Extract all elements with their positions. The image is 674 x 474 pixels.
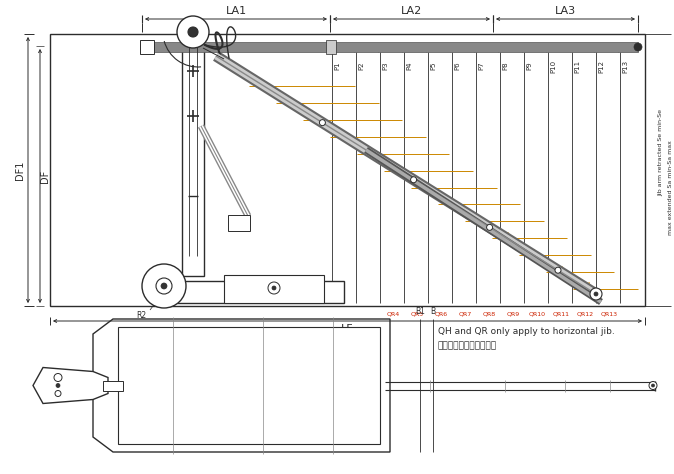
Text: QR11: QR11 (553, 312, 570, 317)
Bar (142, 42, 638, 52)
Bar (326, 40, 336, 54)
Text: LA1: LA1 (225, 6, 247, 16)
Text: 请看不同位置的起重量图: 请看不同位置的起重量图 (438, 341, 497, 350)
Polygon shape (33, 367, 108, 403)
Text: QR12: QR12 (576, 312, 594, 317)
Text: QR10: QR10 (528, 312, 545, 317)
Text: QH8: QH8 (440, 197, 453, 202)
Circle shape (594, 292, 598, 296)
Text: DF: DF (40, 169, 50, 182)
Bar (118, 327, 380, 444)
Text: P5: P5 (430, 62, 436, 70)
Text: QH2: QH2 (278, 96, 290, 101)
Circle shape (555, 267, 561, 273)
Text: QH6: QH6 (386, 164, 399, 169)
Bar (103, 381, 123, 391)
Text: P10: P10 (550, 59, 556, 73)
Text: QR8: QR8 (483, 312, 495, 317)
Circle shape (55, 391, 61, 396)
Text: Jib arm retracted Se min-Se: Jib arm retracted Se min-Se (658, 109, 663, 195)
Text: P2: P2 (358, 62, 364, 70)
Text: QH12: QH12 (548, 265, 565, 270)
Text: LF: LF (341, 324, 354, 334)
Bar (224, 275, 324, 303)
Circle shape (56, 383, 60, 388)
Circle shape (188, 27, 198, 37)
Text: QH10: QH10 (494, 231, 510, 236)
Circle shape (54, 374, 62, 382)
Circle shape (634, 43, 642, 51)
Text: P1: P1 (334, 62, 340, 70)
Bar (140, 40, 154, 54)
Text: QH13: QH13 (575, 282, 592, 287)
Circle shape (272, 286, 276, 290)
Text: B: B (431, 307, 435, 316)
Text: P13: P13 (622, 59, 628, 73)
Text: QH7: QH7 (413, 181, 426, 185)
Circle shape (161, 283, 167, 289)
Bar (50, 34, 645, 306)
Text: QH11: QH11 (521, 248, 537, 253)
Text: R2: R2 (136, 311, 146, 320)
Circle shape (649, 382, 657, 390)
Text: DF1: DF1 (15, 160, 25, 180)
Text: QH3: QH3 (305, 113, 318, 118)
Circle shape (142, 264, 186, 308)
Text: P12: P12 (598, 60, 604, 73)
Text: QR5: QR5 (410, 312, 423, 317)
Circle shape (652, 384, 654, 387)
Text: QH and QR only apply to horizontal jib.: QH and QR only apply to horizontal jib. (438, 327, 615, 336)
Text: P6: P6 (454, 62, 460, 70)
Text: B1: B1 (415, 307, 425, 316)
Circle shape (156, 278, 172, 294)
Circle shape (410, 177, 417, 183)
Text: QR6: QR6 (435, 312, 448, 317)
Circle shape (177, 16, 209, 48)
Text: P7: P7 (478, 62, 484, 70)
Circle shape (319, 119, 326, 126)
Text: P9: P9 (526, 62, 532, 70)
Text: LA3: LA3 (555, 6, 576, 16)
Text: P4: P4 (406, 62, 412, 70)
Text: QR9: QR9 (506, 312, 520, 317)
Text: QH5: QH5 (359, 146, 372, 152)
Text: LA2: LA2 (401, 6, 422, 16)
Text: QR7: QR7 (458, 312, 472, 317)
Text: QH4: QH4 (332, 130, 345, 135)
Text: QR4: QR4 (386, 312, 400, 317)
Text: P11: P11 (574, 59, 580, 73)
Text: QH1: QH1 (251, 79, 264, 84)
Text: max extended Sa min-Sa max: max extended Sa min-Sa max (667, 141, 673, 236)
Text: P3: P3 (382, 62, 388, 70)
Text: QH9: QH9 (467, 214, 480, 219)
Circle shape (487, 224, 493, 230)
Bar (228, 215, 250, 231)
Text: QR13: QR13 (601, 312, 617, 317)
Circle shape (268, 282, 280, 294)
Bar (177, 281, 344, 303)
Bar (182, 36, 204, 276)
Circle shape (590, 288, 602, 300)
Polygon shape (93, 319, 390, 452)
Text: P8: P8 (502, 62, 508, 70)
